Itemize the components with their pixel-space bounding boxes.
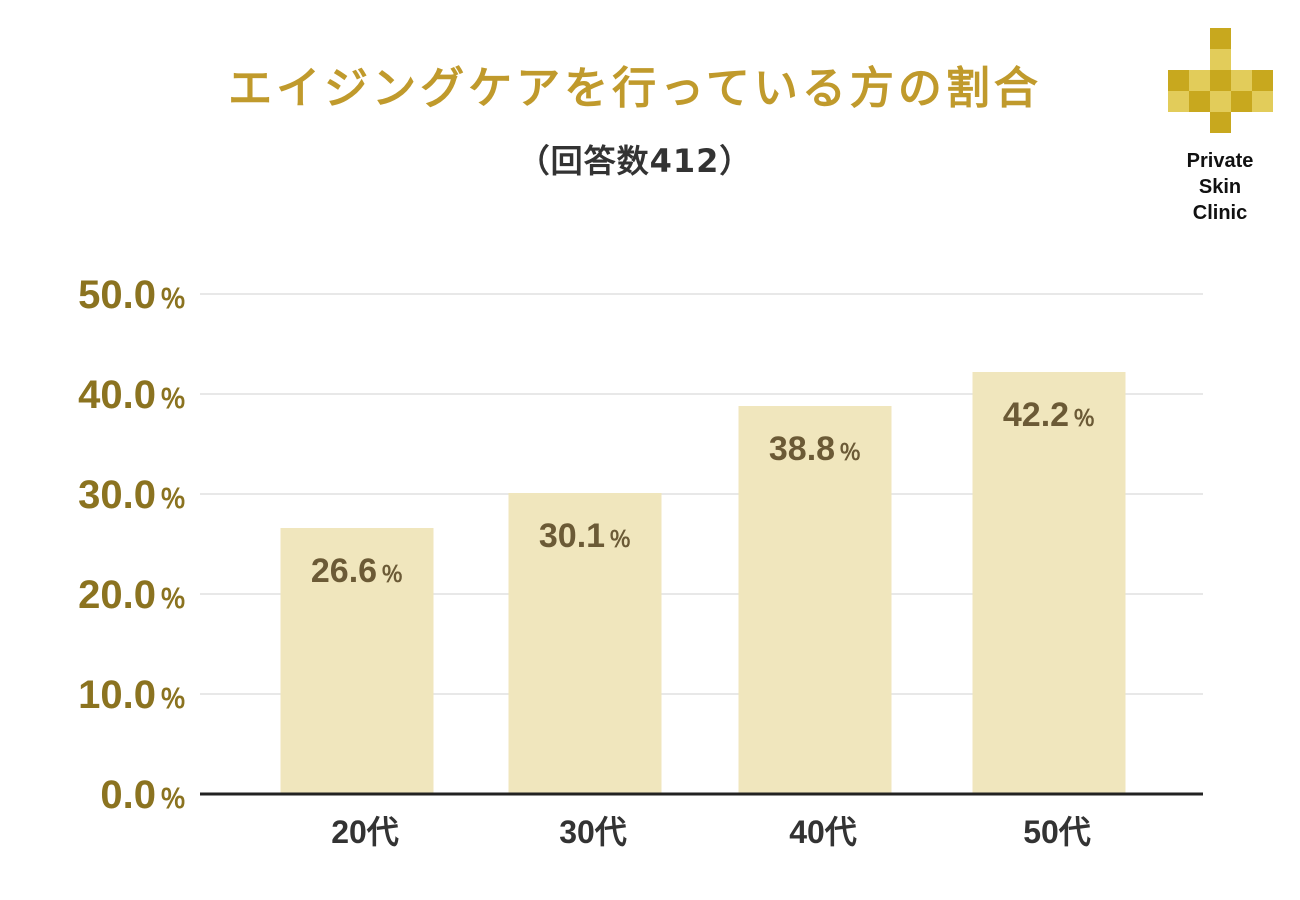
chart-title: エイジングケアを行っている方の割合	[228, 63, 1042, 114]
y-tick-label: 20.0 ％	[78, 573, 186, 617]
logo-square	[1252, 70, 1273, 91]
y-tick-label: 10.0 ％	[78, 673, 186, 717]
bar	[508, 493, 662, 794]
logo-square	[1231, 70, 1252, 91]
bar	[280, 528, 434, 794]
logo-square	[1210, 91, 1231, 112]
x-category-label: 40代	[789, 814, 857, 850]
logo-square	[1210, 49, 1231, 70]
logo-square	[1231, 91, 1252, 112]
logo-line-3: Clinic	[1192, 202, 1248, 224]
logo-square	[1252, 91, 1273, 112]
y-tick-label: 40.0 ％	[78, 373, 186, 417]
x-category-label: 20代	[331, 814, 399, 850]
logo-square	[1189, 91, 1210, 112]
logo-text: Private Skin Clinic	[1160, 148, 1280, 226]
logo-square	[1168, 91, 1189, 112]
logo-line-2: Skin	[1198, 176, 1242, 198]
x-category-label: 50代	[1023, 814, 1091, 850]
x-category-label: 30代	[559, 814, 627, 850]
bar-value-label: 42.2 ％	[1003, 396, 1095, 434]
logo-square	[1210, 112, 1231, 133]
chart-subtitle: （回答数412）	[517, 142, 753, 180]
logo-square	[1210, 28, 1231, 49]
bar	[972, 372, 1126, 794]
y-tick-label: 30.0 ％	[78, 473, 186, 517]
y-tick-label: 50.0 ％	[78, 273, 186, 317]
logo-line-1: Private	[1186, 150, 1254, 172]
bar-value-label: 26.6 ％	[311, 552, 403, 590]
plus-cross-logo-icon	[1168, 28, 1273, 133]
bar-value-label: 30.1 ％	[539, 517, 631, 555]
bar-value-label: 38.8 ％	[769, 430, 861, 468]
clinic-logo: Private Skin Clinic	[1160, 26, 1280, 226]
y-tick-label: 0.0 ％	[100, 773, 186, 817]
logo-square	[1168, 70, 1189, 91]
bar	[738, 406, 892, 794]
logo-square	[1189, 70, 1210, 91]
logo-square	[1210, 70, 1231, 91]
